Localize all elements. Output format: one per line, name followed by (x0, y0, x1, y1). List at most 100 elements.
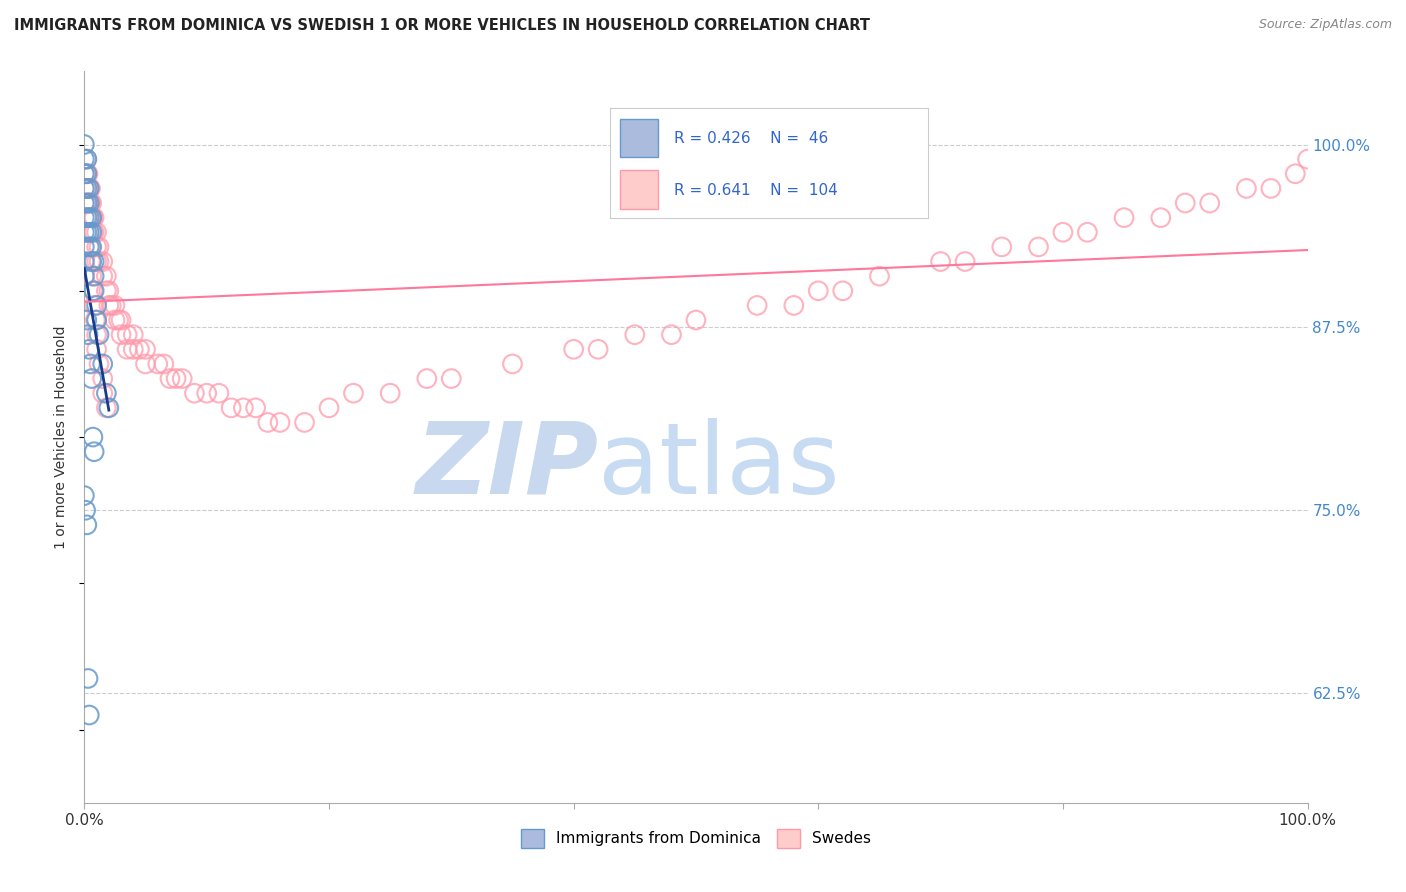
Point (77, 196, 100, 211)
Point (73, 167, 96, 181)
Point (79, 211, 101, 225)
Point (107, 313, 129, 327)
Point (91, 269, 114, 284)
Point (104, 298, 127, 312)
Point (76, 196, 98, 211)
Point (115, 343, 138, 357)
Point (562, 343, 585, 357)
Point (624, 327, 647, 342)
Point (82, 284, 104, 298)
Point (77, 211, 100, 225)
Point (96, 284, 118, 298)
Point (79, 240, 101, 254)
Point (73, 269, 96, 284)
Point (77, 181, 100, 195)
Point (77, 181, 100, 195)
Point (122, 343, 145, 357)
Point (1076, 225, 1098, 239)
Point (73, 137, 96, 152)
Point (87, 240, 110, 254)
Point (73, 196, 96, 211)
Point (661, 327, 683, 342)
Point (1174, 196, 1197, 211)
Point (747, 298, 769, 312)
Point (80, 225, 103, 239)
Point (87, 254, 110, 268)
Point (76, 167, 98, 181)
Point (77, 196, 100, 211)
Point (73, 152, 96, 166)
Point (77, 240, 100, 254)
Point (502, 357, 524, 371)
Point (195, 386, 218, 401)
Point (96, 401, 118, 415)
Point (929, 254, 952, 268)
Point (77, 327, 100, 342)
Point (83, 225, 105, 239)
Point (685, 313, 707, 327)
Point (1284, 167, 1306, 181)
Point (219, 401, 242, 415)
Point (165, 371, 187, 385)
Point (269, 416, 291, 430)
Point (953, 254, 976, 268)
Point (1052, 225, 1074, 239)
Point (73, 181, 96, 195)
Point (84, 313, 107, 327)
Point (76, 517, 98, 532)
Point (80, 196, 103, 211)
Point (869, 269, 891, 284)
Point (91, 386, 114, 401)
Point (77, 672, 100, 686)
Point (80, 371, 103, 385)
Point (159, 371, 181, 385)
Point (1236, 181, 1258, 195)
Point (83, 298, 105, 312)
Point (294, 416, 316, 430)
Point (73, 167, 96, 181)
Point (1260, 181, 1282, 195)
Point (172, 371, 194, 385)
Point (208, 386, 231, 401)
Point (73, 211, 96, 225)
Point (80, 269, 103, 284)
Text: atlas: atlas (598, 417, 839, 515)
Point (76, 225, 98, 239)
Point (86, 343, 108, 357)
Point (232, 401, 254, 415)
Point (1028, 240, 1050, 254)
Point (73, 254, 96, 268)
Point (86, 240, 108, 254)
Point (73, 240, 96, 254)
Point (82, 430, 104, 444)
Point (83, 254, 105, 268)
Point (77, 225, 100, 239)
Point (183, 386, 205, 401)
Point (79, 181, 101, 195)
Point (76, 167, 98, 181)
Point (97, 284, 120, 298)
Point (257, 416, 280, 430)
Point (783, 298, 806, 312)
Point (91, 254, 114, 268)
Point (79, 254, 101, 268)
Point (80, 254, 103, 268)
Point (318, 401, 340, 415)
Text: ZIP: ZIP (415, 417, 598, 515)
Point (104, 313, 127, 327)
Text: IMMIGRANTS FROM DOMINICA VS SWEDISH 1 OR MORE VEHICLES IN HOUSEHOLD CORRELATION : IMMIGRANTS FROM DOMINICA VS SWEDISH 1 OR… (14, 18, 870, 33)
Point (83, 284, 105, 298)
Point (86, 313, 108, 327)
Point (416, 371, 439, 385)
Legend: Immigrants from Dominica, Swedes: Immigrants from Dominica, Swedes (515, 822, 877, 854)
Point (76, 313, 98, 327)
Point (77, 225, 100, 239)
Point (135, 357, 157, 371)
Point (146, 357, 169, 371)
Point (73, 489, 96, 503)
Point (86, 298, 108, 312)
Point (110, 313, 132, 327)
Point (77, 196, 100, 211)
Text: Source: ZipAtlas.com: Source: ZipAtlas.com (1258, 18, 1392, 31)
Point (76, 181, 98, 195)
